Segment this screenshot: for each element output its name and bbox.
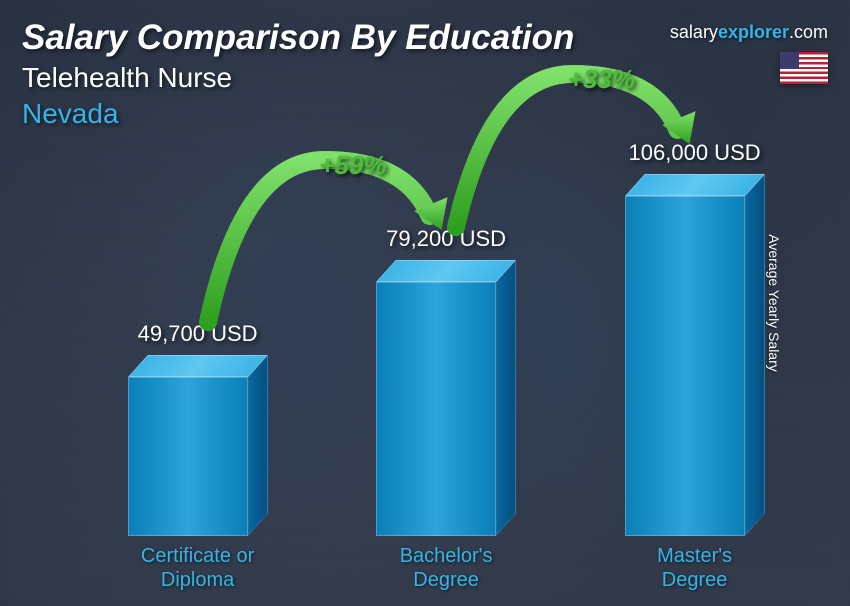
bar-category-label: Master'sDegree (657, 544, 732, 592)
bar-front-face (128, 377, 248, 536)
site-suffix: .com (789, 22, 828, 42)
bar-category-label: Bachelor'sDegree (400, 544, 493, 592)
content-layer: Salary Comparison By Education Telehealt… (0, 0, 850, 606)
site-accent: explorer (718, 22, 789, 42)
category-line: Diploma (141, 568, 254, 592)
site-watermark: salaryexplorer.com (670, 22, 828, 43)
bar-chart: 49,700 USDCertificate orDiploma79,200 US… (70, 140, 780, 536)
percentage-increase-label: +33% (568, 64, 635, 95)
site-prefix: salary (670, 22, 718, 42)
growth-arrow: +33% (426, 54, 720, 257)
category-line: Degree (657, 568, 732, 592)
category-line: Degree (400, 568, 493, 592)
chart-subtitle: Telehealth Nurse (22, 62, 232, 94)
chart-location: Nevada (22, 98, 119, 130)
bar-side-face (496, 260, 516, 536)
category-line: Master's (657, 544, 732, 568)
percentage-increase-label: +59% (319, 150, 386, 181)
bar-category-label: Certificate orDiploma (141, 544, 254, 592)
chart-title: Salary Comparison By Education (22, 18, 574, 58)
bar-top-face (128, 355, 268, 377)
bar-side-face (248, 355, 268, 536)
category-line: Certificate or (141, 544, 254, 568)
bar-side-face (745, 174, 765, 536)
us-flag-icon (780, 52, 828, 84)
category-line: Bachelor's (400, 544, 493, 568)
